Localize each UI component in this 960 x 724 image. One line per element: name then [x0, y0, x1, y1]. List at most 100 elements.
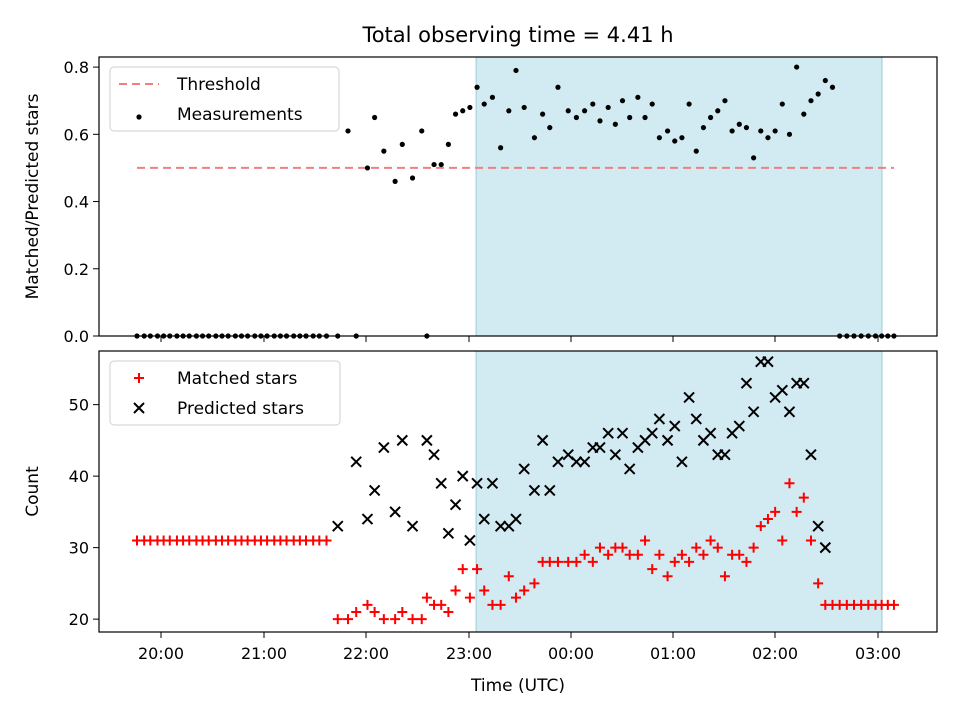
matched-star-point: [443, 606, 454, 617]
predicted-star-point: [361, 513, 374, 525]
matched-star-point: [457, 564, 468, 575]
predicted-star-point: [819, 541, 832, 554]
predicted-star-point: [528, 484, 541, 497]
predicted-star-point: [609, 448, 622, 461]
predicted-star-point: [798, 377, 810, 389]
measurement-point: [474, 84, 480, 90]
predicted-star-point: [776, 384, 789, 397]
matched-star-point: [748, 542, 759, 553]
predicted-star-point: [378, 441, 390, 454]
legend-label: Matched stars: [177, 369, 297, 389]
matched-star-point: [719, 571, 730, 582]
matched-star-point: [805, 535, 816, 546]
y-tick-label: 0.8: [64, 58, 89, 77]
matched-star-point: [813, 578, 824, 589]
measurement-point: [829, 84, 836, 90]
predicted-star-point: [733, 420, 745, 432]
matched-star-point: [777, 535, 788, 546]
measurement-point: [547, 124, 553, 131]
predicted-star-point: [740, 377, 753, 389]
predicted-star-point: [616, 427, 629, 439]
measurement-point: [801, 111, 807, 117]
matched-star-point: [603, 549, 614, 560]
predicted-star-point: [350, 456, 362, 468]
predicted-star-point: [683, 391, 695, 404]
count-points: [132, 356, 899, 625]
measurement-point: [460, 108, 466, 114]
matched-star-point: [755, 521, 766, 532]
predicted-star-point: [805, 448, 817, 461]
predicted-star-point: [552, 456, 564, 468]
bottom-x-axis-label: Time (UTC): [470, 676, 565, 696]
measurement-point: [565, 108, 571, 114]
predicted-star-point: [623, 463, 636, 475]
top-axes-frame: [98, 56, 938, 337]
measurement-point: [642, 114, 648, 121]
matched-star-point: [698, 549, 709, 560]
measurement-point: [786, 131, 793, 137]
predicted-star-point: [389, 506, 401, 518]
predicted-star-point: [478, 513, 490, 525]
x-tick-label: 23:00: [446, 644, 492, 663]
x-tick-label: 00:00: [548, 644, 594, 663]
predicted-star-point: [510, 513, 522, 525]
measurement-point: [481, 101, 487, 107]
measurement-point: [597, 118, 603, 124]
measurement-point: [772, 128, 778, 134]
matched-star-point: [617, 542, 628, 553]
measurement-point: [489, 94, 496, 100]
measurement-point: [438, 161, 444, 168]
top-legend: Threshold Measurements: [109, 66, 340, 132]
predicted-star-point: [669, 420, 681, 432]
predicted-star-point: [518, 463, 530, 475]
matched-star-point: [362, 599, 373, 610]
matched-star-point: [705, 535, 716, 546]
measurement-point: [700, 124, 707, 131]
matched-star-point: [464, 592, 475, 603]
measurement-point: [736, 121, 742, 127]
predicted-star-point: [464, 534, 476, 547]
predicted-star-point: [435, 477, 447, 489]
matched-star-point: [421, 592, 432, 603]
matched-star-point: [343, 614, 354, 625]
matched-star-point: [416, 614, 427, 625]
measurement-point: [467, 104, 473, 111]
legend-matched-swatch: [134, 373, 144, 383]
measurement-point: [656, 135, 662, 141]
measurement-point: [794, 64, 800, 70]
predicted-star-point: [578, 456, 591, 468]
predicted-star-point: [762, 356, 774, 368]
measurement-point: [815, 91, 821, 97]
measurement-point: [409, 175, 416, 181]
figure-title: Total observing time = 4.41 h: [361, 23, 673, 47]
y-tick-label: 50: [69, 396, 89, 415]
legend-label: Measurements: [177, 105, 303, 125]
matched-star-point: [798, 492, 809, 503]
measurement-point: [822, 77, 828, 84]
predicted-star-point: [421, 434, 433, 447]
matched-star-point: [734, 549, 745, 560]
measurement-point: [708, 114, 714, 121]
predicted-star-point: [442, 527, 455, 540]
matched-star-point: [495, 599, 506, 610]
measurement-point: [672, 138, 678, 144]
matched-star-point: [762, 514, 773, 525]
predicted-star-point: [494, 520, 507, 532]
matched-star-point: [321, 535, 332, 546]
measurement-point: [582, 108, 588, 114]
measurement-point: [715, 108, 721, 114]
measurement-point: [540, 111, 546, 117]
measurement-point: [808, 98, 814, 104]
predicted-star-point: [812, 520, 824, 532]
predicted-star-point: [747, 406, 760, 418]
predicted-star-point: [653, 413, 666, 425]
measurement-point: [531, 135, 538, 141]
measurement-point: [364, 165, 371, 171]
legend-box: [109, 360, 341, 426]
measurement-point: [419, 128, 425, 134]
legend-label: Predicted stars: [177, 399, 304, 419]
x-tick-label: 03:00: [855, 644, 901, 663]
measurement-point: [392, 178, 398, 184]
matched-star-point: [519, 585, 530, 596]
predicted-star-point: [396, 434, 408, 447]
